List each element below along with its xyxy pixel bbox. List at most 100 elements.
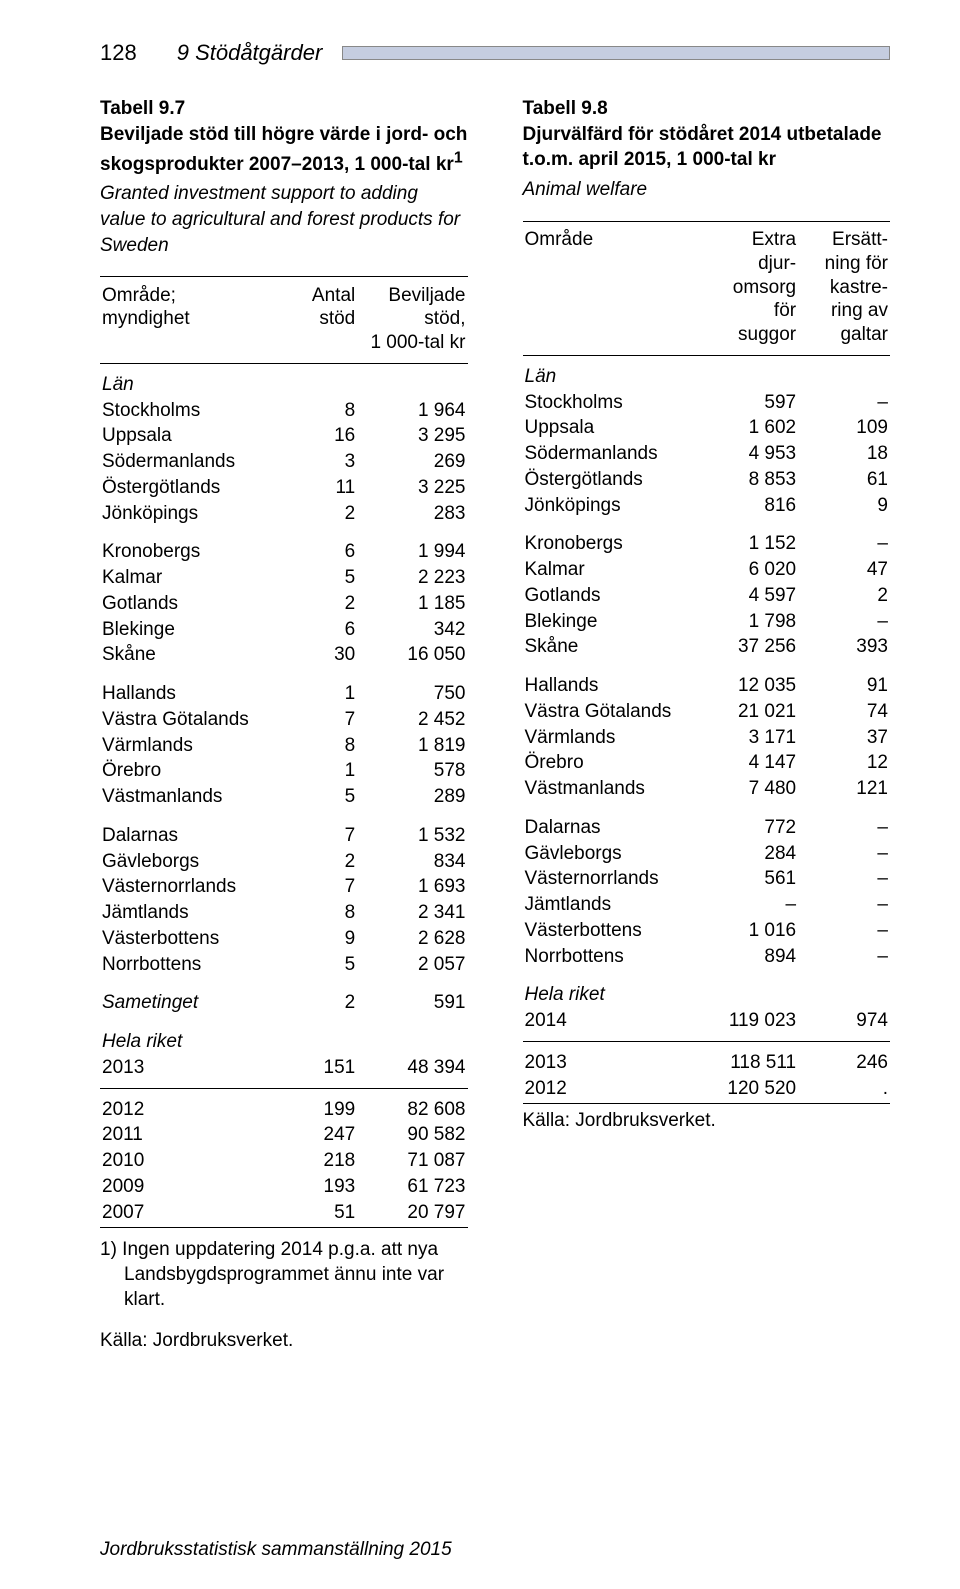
count-cell: 199 xyxy=(276,1097,357,1123)
table-row: Västernorrlands561– xyxy=(523,866,891,892)
value-cell: 342 xyxy=(357,617,467,643)
table-row: Västerbottens92 628 xyxy=(100,926,468,952)
value-cell: – xyxy=(798,518,890,557)
table-row: Dalarnas772– xyxy=(523,802,891,841)
table-row: Stockholms597– xyxy=(523,390,891,416)
value-cell: 4 953 xyxy=(699,441,798,467)
table-row: Norrbottens894– xyxy=(523,944,891,970)
table-source: Källa: Jordbruksverket. xyxy=(523,1110,891,1132)
value-cell: 16 xyxy=(276,423,357,449)
value-cell: 2 628 xyxy=(357,926,467,952)
value-cell: 5 xyxy=(276,952,357,978)
value-cell: 974 xyxy=(798,1008,890,1034)
area-cell: Västerbottens xyxy=(523,918,699,944)
table-9-8-subtitle: Animal welfare xyxy=(523,177,891,203)
table-title-text: Beviljade stöd till högre värde i jord- … xyxy=(100,124,467,175)
table-row: Örebro1578 xyxy=(100,758,468,784)
area-cell: Kalmar xyxy=(100,565,276,591)
area-cell: Södermanlands xyxy=(523,441,699,467)
value-cell: 269 xyxy=(357,449,467,475)
area-cell: Värmlands xyxy=(100,733,276,759)
table-row: Gotlands4 5972 xyxy=(523,583,891,609)
table-row: Västmanlands7 480121 xyxy=(523,776,891,802)
area-cell: Kronobergs xyxy=(100,526,276,565)
area-cell: Stockholms xyxy=(523,390,699,416)
value-cell: 289 xyxy=(357,784,467,810)
table-row: Örebro4 14712 xyxy=(523,750,891,776)
table-row: Södermanlands4 95318 xyxy=(523,441,891,467)
value-cell: 6 020 xyxy=(699,557,798,583)
table-row: 200919361 723 xyxy=(100,1174,468,1200)
table-row: 20075120 797 xyxy=(100,1200,468,1226)
value-cell: 393 xyxy=(798,634,890,660)
table-row: Kronobergs1 152– xyxy=(523,518,891,557)
area-cell: Stockholms xyxy=(100,398,276,424)
value-cell: 5 xyxy=(276,565,357,591)
area-cell: Skåne xyxy=(100,642,276,668)
year-cell: 2009 xyxy=(100,1174,276,1200)
page-footer: Jordbruksstatistisk sammanställning 2015 xyxy=(100,1539,452,1561)
area-cell: Dalarnas xyxy=(523,802,699,841)
table-row: Jämtlands82 341 xyxy=(100,900,468,926)
table-row: Västerbottens1 016– xyxy=(523,918,891,944)
value-cell: 11 xyxy=(276,475,357,501)
table-row: Västra Götalands72 452 xyxy=(100,707,468,733)
table-row: Sametinget2591 xyxy=(100,977,468,1016)
value-cell: 2 xyxy=(276,849,357,875)
right-column: Tabell 9.8 Djurvälfärd för stödåret 2014… xyxy=(523,96,891,1352)
value-cell: 4 597 xyxy=(699,583,798,609)
area-cell: Västmanlands xyxy=(100,784,276,810)
hela-riket-label: Hela riket xyxy=(523,969,699,1008)
value-cell: – xyxy=(699,892,798,918)
area-cell: Norrbottens xyxy=(523,944,699,970)
area-cell: Västra Götalands xyxy=(100,707,276,733)
table-label: Tabell 9.7 xyxy=(100,98,185,119)
value-cell: 1 xyxy=(276,668,357,707)
area-cell: Västerbottens xyxy=(100,926,276,952)
value-cell: 4 147 xyxy=(699,750,798,776)
value-cell: 9 xyxy=(276,926,357,952)
table-row: Gävleborgs284– xyxy=(523,841,891,867)
table-row: Blekinge1 798– xyxy=(523,609,891,635)
table-9-7: Område; myndighet Antal stöd Beviljade s… xyxy=(100,276,468,1228)
area-cell: Västernorrlands xyxy=(523,866,699,892)
table-row: Hallands1750 xyxy=(100,668,468,707)
year-cell: 2007 xyxy=(100,1200,276,1226)
value-cell: 7 xyxy=(276,874,357,900)
value-cell: 61 xyxy=(798,467,890,493)
year-cell: 2012 xyxy=(523,1076,699,1102)
value-cell: 578 xyxy=(357,758,467,784)
area-cell: Jämtlands xyxy=(100,900,276,926)
value-cell: 2 223 xyxy=(357,565,467,591)
table-row: 2013 118 511 246 xyxy=(523,1050,891,1076)
area-cell: Sametinget xyxy=(100,977,276,1016)
page-number: 128 xyxy=(100,40,137,66)
table-label: Tabell 9.8 xyxy=(523,98,608,119)
amount-cell: 71 087 xyxy=(357,1148,467,1174)
table-row: Västernorrlands71 693 xyxy=(100,874,468,900)
value-cell: 3 xyxy=(276,449,357,475)
year-cell: 2011 xyxy=(100,1122,276,1148)
area-cell: Kalmar xyxy=(523,557,699,583)
area-cell: Dalarnas xyxy=(100,810,276,849)
table-9-8-title: Tabell 9.8 Djurvälfärd för stödåret 2014… xyxy=(523,96,891,173)
value-cell: 74 xyxy=(798,699,890,725)
value-cell: 118 511 xyxy=(699,1050,798,1076)
area-cell: Gävleborgs xyxy=(523,841,699,867)
table-row: 2014 119 023 974 xyxy=(523,1008,891,1034)
area-cell: Blekinge xyxy=(100,617,276,643)
table-9-8: Område Extra djur- omsorg för suggor Ers… xyxy=(523,221,891,1105)
value-cell: 8 xyxy=(276,733,357,759)
value-cell: 1 693 xyxy=(357,874,467,900)
value-cell: 1 016 xyxy=(699,918,798,944)
area-cell: Skåne xyxy=(523,634,699,660)
value-cell: 2 xyxy=(276,977,357,1016)
area-cell: Jönköpings xyxy=(100,501,276,527)
value-cell: 12 xyxy=(798,750,890,776)
value-cell: 121 xyxy=(798,776,890,802)
page-header: 128 9 Stödåtgärder xyxy=(100,40,890,66)
area-cell: Gotlands xyxy=(100,591,276,617)
value-cell: 246 xyxy=(798,1050,890,1076)
col-header-area: Område xyxy=(523,227,699,348)
col-header-count: Antal stöd xyxy=(276,283,357,356)
